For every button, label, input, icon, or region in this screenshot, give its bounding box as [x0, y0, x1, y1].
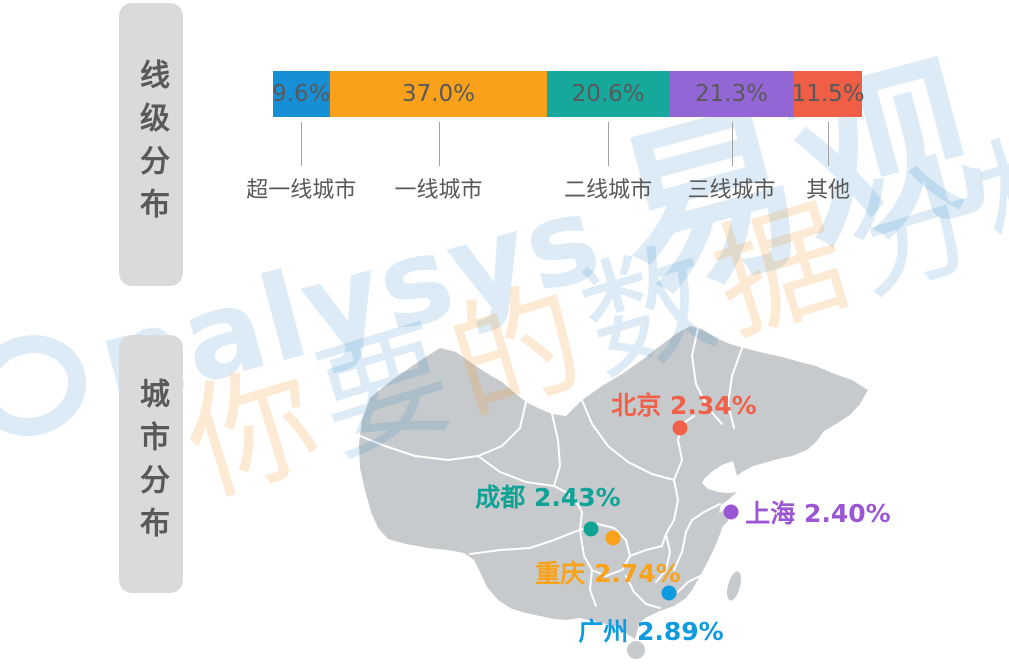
city-label-重庆: 重庆 2.74%: [535, 559, 681, 588]
bar-segment-value: 21.3%: [694, 81, 769, 107]
bar-category-label: 三线城市: [687, 178, 776, 203]
bar-tick: [608, 122, 610, 166]
city-label-北京: 北京 2.34%: [611, 391, 757, 420]
watermark-tagline-char: 要: [301, 302, 468, 483]
bar-tick: [828, 122, 830, 166]
city-label-广州: 广州 2.89%: [578, 617, 724, 646]
city-label-成都: 成都 2.43%: [475, 483, 621, 512]
watermark-tagline-char: 数: [565, 221, 732, 402]
city-dot-成都: [583, 521, 599, 537]
tier-distribution-bar: 9.6% 37.0% 20.6% 21.3% 11.5%: [272, 71, 865, 117]
bar-segment-一线城市: 37.0%: [329, 71, 548, 117]
bar-segment-二线城市: 20.6%: [547, 71, 669, 117]
watermark-tagline-char: 据: [697, 181, 864, 362]
city-dot-重庆: [605, 530, 621, 546]
bar-segment-value: 20.6%: [571, 81, 645, 107]
bar-tick: [301, 122, 303, 166]
china-outline: [359, 326, 868, 639]
bar-segment-value: 11.5%: [791, 81, 865, 107]
city-dot-广州: [661, 585, 677, 601]
china-map: [359, 326, 868, 659]
watermark-tagline-char: 你: [169, 342, 336, 523]
bar-segment-其他: 11.5%: [791, 71, 865, 117]
bar-category-label: 超一线城市: [246, 178, 357, 203]
city-dot-北京: [672, 420, 688, 436]
bar-segment-超一线城市: 9.6%: [272, 71, 331, 117]
analysys-logo-icon: [0, 322, 98, 449]
bar-category-label: 其他: [806, 178, 851, 203]
province-borders: [359, 327, 743, 609]
watermark-tagline-char: 析: [961, 100, 1009, 281]
section-label-city: 城市分布: [119, 335, 183, 593]
tier-bar-annotations: 超一线城市 一线城市 二线城市 三线城市 其他: [246, 117, 873, 207]
section-label-tier: 线级分布: [119, 3, 183, 286]
bar-segment-value: 37.0%: [401, 81, 476, 107]
watermark-tagline-char: 的: [433, 262, 600, 443]
section-title-city: 城市分布: [134, 378, 169, 550]
bar-category-label: 一线城市: [394, 178, 483, 203]
bar-segment-三线城市: 21.3%: [668, 71, 795, 117]
bar-segment-value: 9.6%: [272, 81, 331, 107]
hainan-island: [627, 641, 645, 659]
bar-category-label: 二线城市: [564, 178, 653, 203]
taiwan-island: [727, 571, 741, 601]
bar-tick: [731, 122, 733, 166]
bar-tick: [438, 122, 440, 166]
city-label-上海: 上海 2.40%: [745, 499, 891, 528]
city-dot-上海: [723, 504, 739, 520]
section-title-tier: 线级分布: [134, 58, 169, 231]
